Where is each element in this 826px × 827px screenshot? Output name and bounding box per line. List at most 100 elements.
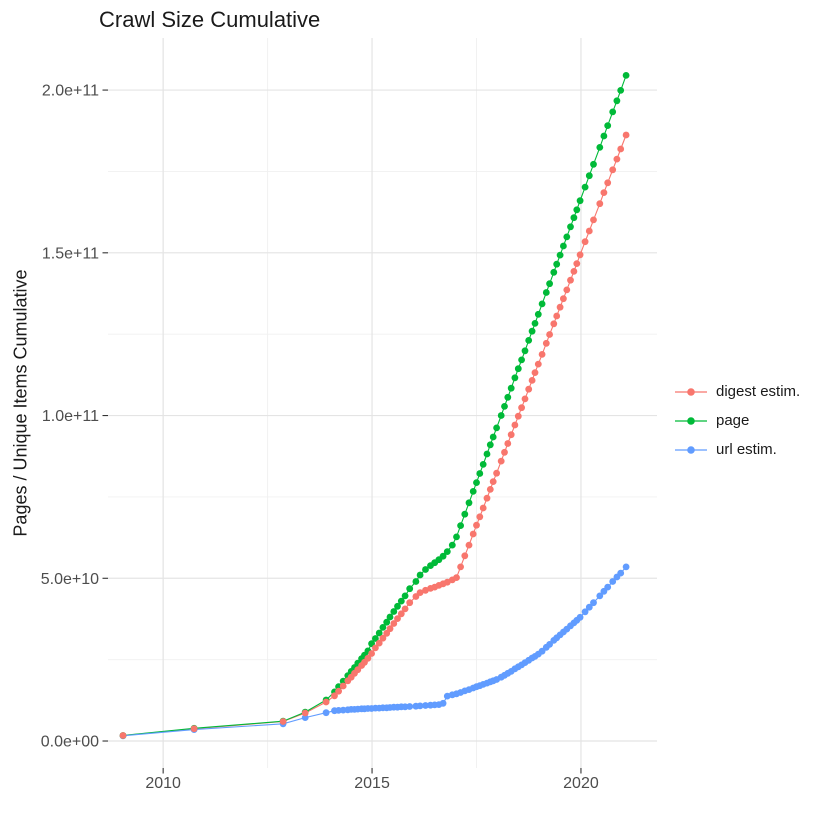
data-point bbox=[531, 320, 539, 327]
axis-tick-marks bbox=[102, 89, 582, 774]
data-point bbox=[546, 280, 553, 288]
data-point bbox=[570, 268, 578, 275]
chart-title: Crawl Size Cumulative bbox=[99, 7, 321, 32]
data-point bbox=[397, 610, 405, 618]
data-point bbox=[469, 488, 477, 495]
data-point bbox=[322, 709, 330, 717]
data-point bbox=[486, 486, 494, 493]
data-point bbox=[518, 404, 525, 412]
data-point bbox=[576, 197, 584, 205]
data-point bbox=[504, 440, 512, 447]
data-point bbox=[521, 395, 529, 403]
data-point bbox=[590, 599, 597, 607]
data-point bbox=[590, 216, 597, 224]
data-point bbox=[448, 541, 456, 549]
x-tick-label: 2015 bbox=[354, 775, 390, 792]
data-point bbox=[383, 618, 391, 626]
data-point bbox=[439, 552, 447, 560]
data-point bbox=[528, 327, 536, 335]
data-point bbox=[439, 699, 447, 707]
data-point bbox=[476, 470, 484, 477]
data-point bbox=[372, 644, 379, 652]
data-point bbox=[617, 569, 625, 577]
data-point bbox=[416, 571, 424, 579]
data-point bbox=[416, 589, 424, 596]
data-point bbox=[553, 312, 561, 320]
data-point bbox=[550, 320, 558, 328]
legend-label: digest estim. bbox=[716, 383, 801, 400]
data-point bbox=[546, 331, 553, 338]
data-point bbox=[401, 605, 409, 613]
data-point bbox=[372, 635, 379, 642]
data-point bbox=[483, 450, 491, 458]
data-point bbox=[279, 718, 287, 725]
data-point bbox=[622, 563, 630, 571]
data-point bbox=[489, 433, 497, 441]
data-point bbox=[528, 377, 536, 384]
data-point bbox=[563, 233, 571, 241]
data-point bbox=[514, 412, 522, 420]
y-tick-label: 5.0e+10 bbox=[41, 571, 99, 588]
data-point bbox=[585, 172, 593, 180]
data-point bbox=[501, 403, 508, 410]
data-point bbox=[573, 260, 581, 267]
data-point bbox=[397, 597, 405, 605]
data-point bbox=[570, 214, 578, 222]
data-point bbox=[379, 624, 387, 631]
data-point bbox=[394, 615, 401, 622]
data-point bbox=[563, 286, 571, 294]
legend: digest estim. page url estim. bbox=[674, 377, 800, 464]
series-points-page bbox=[119, 72, 630, 739]
y-tick-label: 1.0e+11 bbox=[42, 408, 99, 425]
data-point bbox=[534, 310, 542, 318]
data-point bbox=[486, 441, 494, 449]
y-axis-title: Pages / Unique Items Cumulative bbox=[10, 269, 31, 537]
data-point bbox=[525, 385, 533, 393]
data-point bbox=[406, 703, 414, 710]
data-point bbox=[507, 384, 515, 392]
series-points-digest-estim- bbox=[119, 131, 630, 739]
y-tick-label: 2.0e+11 bbox=[42, 83, 99, 100]
data-point bbox=[525, 337, 533, 344]
legend-key-line-dot-icon bbox=[675, 387, 707, 396]
data-point bbox=[538, 300, 546, 308]
data-point bbox=[507, 431, 515, 439]
data-point bbox=[489, 478, 497, 485]
data-point bbox=[560, 295, 567, 303]
data-point bbox=[617, 145, 625, 153]
x-tick-label: 2020 bbox=[563, 775, 599, 792]
data-point bbox=[511, 374, 519, 382]
data-point bbox=[406, 585, 414, 593]
x-tick-label: 2010 bbox=[145, 775, 181, 792]
data-point bbox=[567, 223, 574, 231]
data-point bbox=[609, 166, 617, 174]
data-point bbox=[560, 242, 567, 250]
data-point bbox=[119, 732, 127, 739]
data-point bbox=[514, 365, 522, 373]
legend-key-line-dot-icon bbox=[675, 416, 707, 425]
y-tick-label: 0.0e+00 bbox=[41, 734, 99, 751]
data-point bbox=[386, 625, 394, 633]
data-point bbox=[190, 725, 198, 733]
data-point bbox=[567, 276, 574, 284]
data-point bbox=[581, 183, 589, 191]
data-point bbox=[590, 160, 597, 168]
data-point bbox=[483, 494, 491, 502]
data-point bbox=[301, 709, 309, 717]
data-point bbox=[465, 541, 473, 549]
legend-item-digest-estim: digest estim. bbox=[674, 377, 800, 406]
data-point bbox=[504, 393, 512, 401]
data-point bbox=[573, 206, 581, 214]
gridlines-minor bbox=[108, 38, 657, 768]
data-point bbox=[331, 692, 338, 700]
data-point bbox=[613, 97, 621, 105]
data-point bbox=[576, 613, 584, 621]
data-point bbox=[609, 108, 617, 116]
data-point bbox=[600, 189, 608, 197]
data-point bbox=[457, 563, 464, 571]
data-point bbox=[581, 608, 589, 616]
data-point bbox=[473, 521, 480, 529]
data-point bbox=[422, 702, 429, 709]
